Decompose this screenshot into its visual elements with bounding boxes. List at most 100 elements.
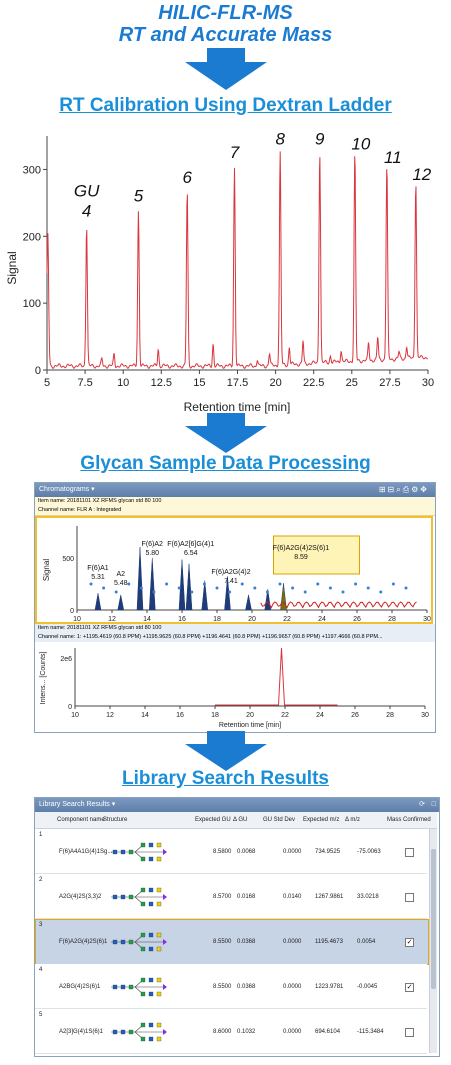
glycan-icon xyxy=(278,582,282,586)
delta-gu: 0.1032 xyxy=(237,1029,256,1035)
chromatogram-window-bar: Chromatograms ▾ ⊞⊟⌕⎙⚙✥ xyxy=(35,483,435,497)
table-row[interactable] xyxy=(35,874,427,919)
expected-gu: 8.5700 xyxy=(213,894,232,900)
chart1-ytick-label: 0 xyxy=(35,365,41,377)
chart2-xtick-label: 16 xyxy=(178,616,186,623)
chart2-xtick-label: 18 xyxy=(213,616,221,623)
chevron-down-icon[interactable]: ▾ xyxy=(89,486,95,493)
column-header[interactable]: Δ m/z xyxy=(345,817,361,823)
chart3-ytick-label: 0 xyxy=(68,704,72,711)
channel2-text: Channel name: 1: +1195.4619 (60.8 PPM) +… xyxy=(38,634,383,640)
chart1-trace xyxy=(46,151,429,369)
mass-confirmed-checkbox[interactable]: ✓ xyxy=(405,983,414,992)
chart1-xtick-label: 27.5 xyxy=(379,377,400,389)
chart2-peak xyxy=(94,593,102,611)
delta-gu: 0.0168 xyxy=(237,894,256,900)
mass-confirmed-checkbox[interactable] xyxy=(405,848,414,857)
library-tab[interactable]: Library Search Results xyxy=(39,801,110,808)
chart1-peak-label: 6 xyxy=(182,168,192,187)
column-header[interactable]: GU Std Dev xyxy=(263,817,296,823)
expected-mz: 694.6104 xyxy=(315,1029,341,1035)
chart3-xtick-label: 30 xyxy=(421,712,429,719)
down-arrow-icon xyxy=(185,413,267,453)
library-search-window: Library Search Results ▾ ⟳ □ Component n… xyxy=(34,797,440,1057)
chart1-xtick-label: 10 xyxy=(117,377,129,389)
glycan-icon xyxy=(265,590,269,594)
column-header[interactable]: Structure xyxy=(103,817,128,823)
expected-mz: 734.9525 xyxy=(315,849,341,855)
expected-gu: 8.6000 xyxy=(213,1029,232,1035)
glycan-icon xyxy=(253,586,257,590)
glycan-icon xyxy=(190,590,194,594)
chart2-peak-label: F(6)A2 xyxy=(142,541,164,548)
chromatogram-tab[interactable]: Chromatograms xyxy=(39,486,90,493)
column-header[interactable]: Δ GU xyxy=(233,817,248,823)
chart2-xtick-label: 24 xyxy=(318,616,326,623)
glycan-icon xyxy=(391,582,395,586)
expected-gu: 8.5500 xyxy=(213,939,232,945)
chart2-peak xyxy=(245,594,252,611)
chart2-peak-label: F(6)A2G(4)2 xyxy=(211,569,250,576)
glycan-icon xyxy=(366,586,370,590)
component-name: A2G(4)2S(3,3)2 xyxy=(59,894,102,900)
chart2-peak xyxy=(148,557,156,611)
glycan-icon xyxy=(114,590,118,594)
column-header[interactable]: Expected m/z xyxy=(303,817,340,823)
chart3-xtick-label: 20 xyxy=(246,712,254,719)
mass-confirmed-checkbox[interactable] xyxy=(405,893,414,902)
delta-mz: 0.0054 xyxy=(357,939,376,945)
chevron-down-icon[interactable]: ▾ xyxy=(109,801,116,808)
component-name: A2[3]G(4)1S(6)1 xyxy=(59,1029,104,1035)
chart2-peak xyxy=(185,563,193,611)
column-header[interactable]: Expected GU xyxy=(195,817,231,823)
column-header[interactable]: Mass Confirmed xyxy=(387,817,431,823)
table-row[interactable] xyxy=(35,1009,427,1054)
mass-confirmed-checkbox[interactable]: ✓ xyxy=(405,938,414,947)
close-icon[interactable]: □ xyxy=(431,801,436,808)
chart3-xlabel: Retention time [min] xyxy=(219,722,281,729)
chart2-xtick-label: 14 xyxy=(143,616,151,623)
glycan-icon xyxy=(215,586,219,590)
glycan-icon xyxy=(404,586,408,590)
column-header[interactable]: Component name xyxy=(57,817,105,823)
component-name: A2BG(4)2S(6)1 xyxy=(59,984,101,990)
glycan-icon xyxy=(328,586,332,590)
chart3-ytick-label: 2e6 xyxy=(60,656,72,663)
item2-text: Item name: 20181101 XZ RFMS glycan std 8… xyxy=(38,625,162,631)
chart1-xtick-label: 20 xyxy=(269,377,281,389)
chart3-xtick-label: 24 xyxy=(316,712,324,719)
row-number: 3 xyxy=(39,922,43,928)
chart3-xtick-label: 18 xyxy=(211,712,219,719)
header-line-2: RT and Accurate Mass xyxy=(118,24,333,46)
chart3-ylabel: Intens... [Counts] xyxy=(40,651,47,704)
chart2-peak xyxy=(201,580,209,611)
selected-peak-box xyxy=(273,535,360,575)
chart1-ytick-label: 300 xyxy=(23,164,41,176)
toolbar-icons[interactable]: ⊞⊟⌕⎙⚙✥ xyxy=(378,485,429,494)
gu-std-dev: 0.0000 xyxy=(283,984,302,990)
glycan-icon xyxy=(139,586,143,590)
table-row[interactable] xyxy=(35,919,429,965)
chart2-xtick-label: 20 xyxy=(248,616,256,623)
table-row[interactable] xyxy=(35,964,427,1009)
chart2-ytick-label: 500 xyxy=(62,556,74,563)
chart2-peak-gu: 7.41 xyxy=(224,578,238,585)
chart1-xtick-label: 30 xyxy=(422,377,434,389)
glycan-icon xyxy=(165,582,169,586)
chromatogram-item2: Item name: 20181101 XZ RFMS glycan std 8… xyxy=(35,624,435,642)
table-scrollbar[interactable] xyxy=(429,829,437,1053)
table-row[interactable] xyxy=(35,829,427,874)
glycan-structure-icon xyxy=(111,977,167,997)
gu-std-dev: 0.0000 xyxy=(283,849,302,855)
glycan-icon xyxy=(240,582,244,586)
chart2-xtick-label: 26 xyxy=(353,616,361,623)
chart2-peak-gu: 5.31 xyxy=(91,574,105,581)
chart2-peak-gu: 5.80 xyxy=(145,550,159,557)
refresh-icon[interactable]: ⟳ xyxy=(419,801,425,808)
expected-gu: 8.5800 xyxy=(213,849,232,855)
mass-confirmed-checkbox[interactable] xyxy=(405,1028,414,1037)
glycan-structure-icon xyxy=(111,842,167,862)
glycan-icon xyxy=(379,590,383,594)
scrollbar-thumb[interactable] xyxy=(431,849,436,989)
gu-std-dev: 0.0140 xyxy=(283,894,302,900)
